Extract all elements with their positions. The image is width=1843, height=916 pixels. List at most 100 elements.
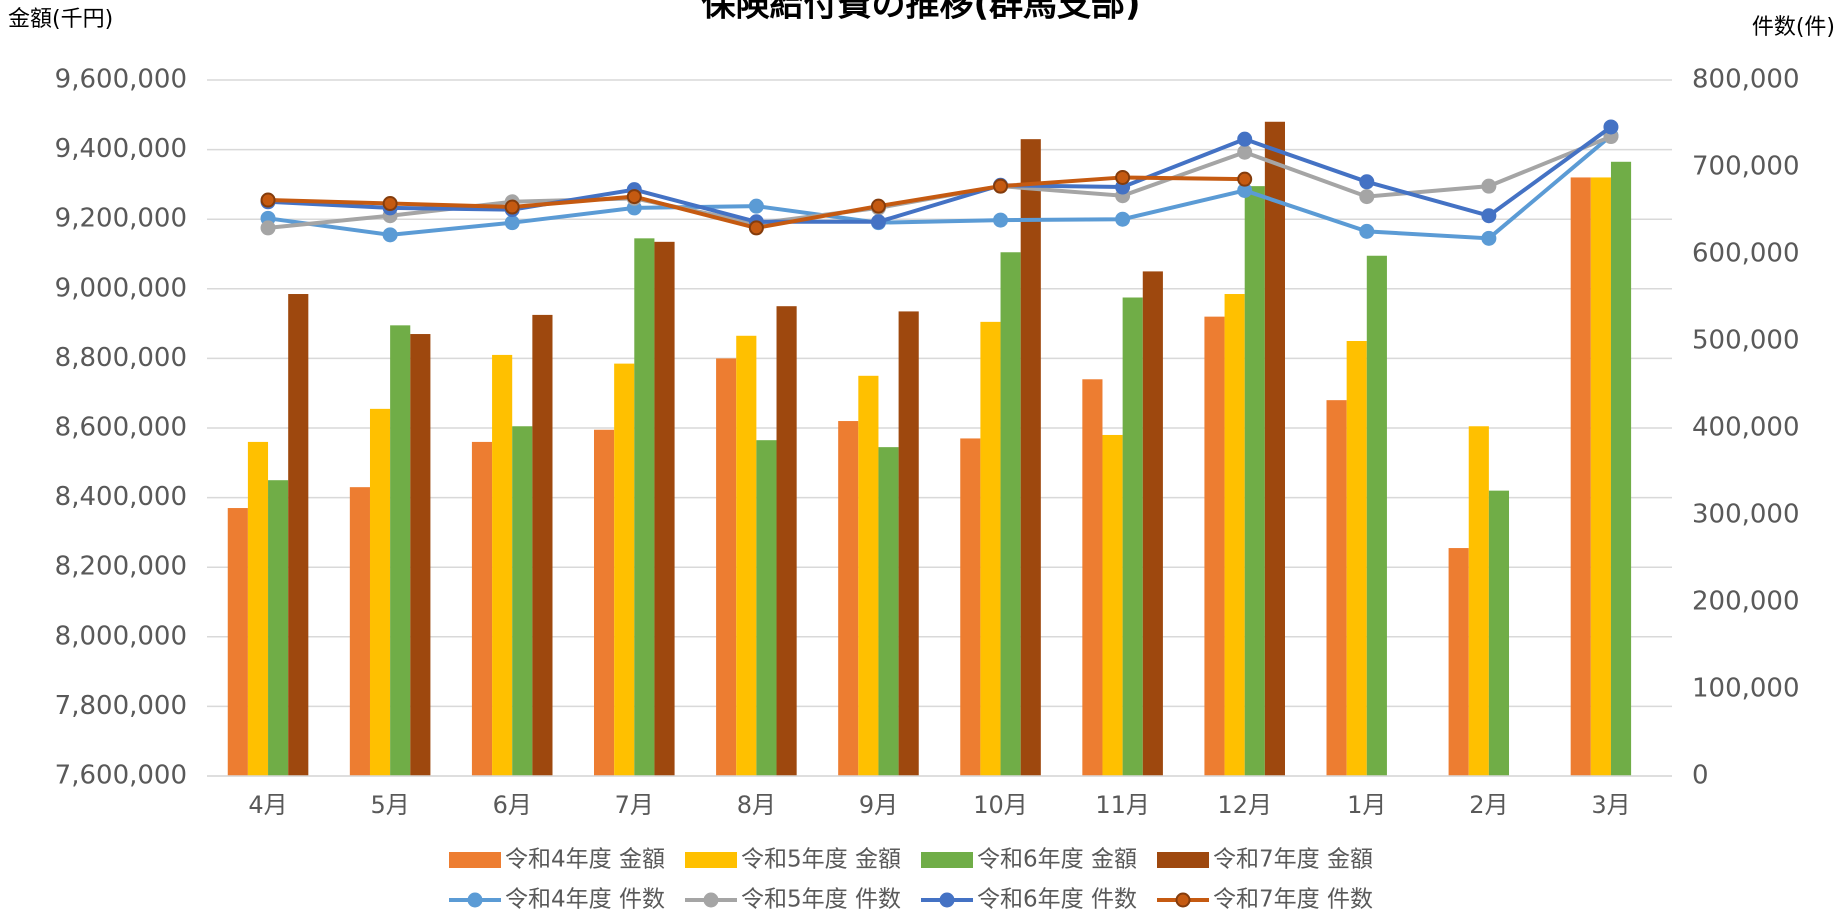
line-marker — [260, 220, 276, 236]
y-tick-label: 8,600,000 — [55, 413, 187, 443]
bar — [716, 358, 737, 776]
line-marker — [1359, 223, 1375, 239]
line-marker — [382, 227, 398, 243]
bar — [1448, 548, 1469, 776]
y2-tick-label: 800,000 — [1692, 65, 1800, 95]
line-marker — [1481, 178, 1497, 194]
bar — [1000, 252, 1021, 776]
bar — [898, 311, 919, 776]
legend-swatch — [939, 892, 955, 908]
legend-label: 令和7年度 金額 — [1213, 847, 1373, 873]
x-tick-label: 7月 — [615, 791, 654, 819]
bar — [390, 325, 411, 776]
legend-swatch — [449, 852, 501, 868]
line-marker — [626, 189, 642, 205]
bar — [1468, 426, 1489, 776]
bar — [247, 441, 269, 776]
y-tick-label: 7,800,000 — [55, 691, 187, 721]
bar — [1244, 186, 1265, 776]
line-marker — [1115, 211, 1131, 227]
legend-swatch — [685, 852, 737, 868]
line-marker — [1237, 171, 1253, 187]
x-tick-label: 5月 — [370, 791, 409, 819]
line-marker — [1237, 144, 1253, 160]
line-marker — [1237, 131, 1253, 147]
y2-tick-label: 400,000 — [1692, 413, 1800, 443]
line-marker — [748, 220, 764, 236]
line-marker — [1603, 119, 1619, 135]
legend-label: 令和6年度 金額 — [977, 847, 1137, 873]
y-tick-label: 9,600,000 — [55, 65, 187, 95]
bar — [736, 335, 757, 776]
bar — [369, 408, 391, 776]
y-tick-label: 8,000,000 — [55, 621, 187, 651]
bar — [1610, 161, 1632, 776]
y-tick-label: 8,200,000 — [55, 552, 187, 582]
bar — [410, 334, 431, 776]
y2-tick-label: 100,000 — [1692, 674, 1800, 704]
y2-axis-title: 件数(件) — [1752, 15, 1835, 40]
legend-swatch — [1157, 852, 1209, 868]
x-tick-label: 3月 — [1591, 791, 1630, 819]
bar — [227, 508, 248, 776]
y-tick-label: 9,400,000 — [55, 134, 187, 164]
bar — [1122, 297, 1143, 776]
x-tick-label: 1月 — [1347, 791, 1386, 819]
line-marker — [993, 212, 1009, 228]
bar — [960, 438, 981, 776]
y-tick-label: 7,600,000 — [55, 761, 187, 791]
bar — [756, 440, 777, 776]
y2-tick-label: 600,000 — [1692, 239, 1800, 269]
legend-label: 令和5年度 金額 — [741, 847, 901, 873]
y2-tick-label: 500,000 — [1692, 326, 1800, 356]
y2-tick-label: 300,000 — [1692, 500, 1800, 530]
line-marker — [1359, 174, 1375, 190]
legend-label: 令和4年度 金額 — [505, 847, 665, 873]
y-tick-label: 9,200,000 — [55, 204, 187, 234]
legend-swatch — [467, 892, 483, 908]
x-tick-label: 4月 — [248, 791, 287, 819]
bar — [471, 441, 493, 776]
line-marker — [1481, 208, 1497, 224]
bar — [1102, 434, 1123, 776]
bar — [980, 321, 1001, 776]
legend-label: 令和6年度 件数 — [977, 887, 1137, 913]
bar — [1082, 379, 1103, 776]
x-tick-label: 2月 — [1469, 791, 1508, 819]
bar — [878, 447, 899, 776]
x-tick-label: 6月 — [493, 791, 532, 819]
line-marker — [1115, 169, 1131, 185]
bar — [858, 375, 879, 776]
bar — [594, 429, 615, 776]
x-tick-label: 8月 — [737, 791, 776, 819]
bar — [532, 314, 553, 776]
bar — [349, 487, 370, 776]
legend-swatch — [921, 852, 973, 868]
bar — [1142, 271, 1163, 776]
bar — [512, 426, 533, 776]
legend-label: 令和5年度 件数 — [741, 887, 901, 913]
bar — [1326, 400, 1347, 776]
bar — [1346, 341, 1367, 776]
bar — [1590, 177, 1611, 776]
legend-label: 令和4年度 件数 — [505, 887, 665, 913]
bar — [614, 363, 635, 776]
x-tick-label: 10月 — [973, 791, 1028, 819]
y-axis-title: 金額(千円) — [8, 7, 113, 32]
line-marker — [748, 198, 764, 214]
x-tick-label: 12月 — [1217, 791, 1272, 819]
y2-tick-label: 0 — [1692, 761, 1709, 791]
bar — [492, 354, 513, 776]
bar — [288, 294, 309, 776]
y2-tick-label: 200,000 — [1692, 587, 1800, 617]
bar — [838, 421, 859, 776]
legend-label: 令和7年度 件数 — [1213, 887, 1373, 913]
bar — [1488, 490, 1510, 776]
line — [267, 125, 1613, 224]
y-tick-label: 8,400,000 — [55, 482, 187, 512]
line-marker — [382, 196, 398, 212]
chart-title: 保険給付費の推移(群馬支部) — [701, 0, 1140, 25]
bar — [654, 241, 675, 776]
